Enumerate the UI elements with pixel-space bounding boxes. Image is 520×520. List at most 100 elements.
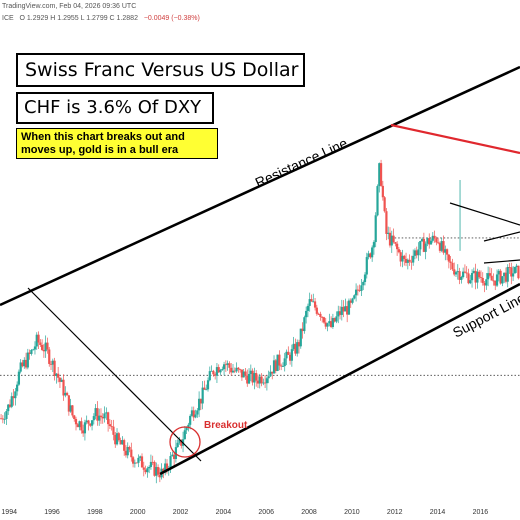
x-tick-label: 2010 — [344, 509, 360, 516]
candle-body — [315, 307, 318, 314]
candle-body — [467, 273, 470, 284]
candle-body — [313, 301, 317, 308]
candle-body — [23, 359, 26, 367]
candle-body — [205, 389, 208, 391]
candle-body — [26, 352, 29, 368]
candle-body — [422, 238, 425, 252]
candle-body — [251, 370, 254, 383]
candle-body — [280, 365, 283, 367]
candle-body — [283, 358, 286, 367]
candle-body — [363, 274, 367, 282]
candle-body — [65, 392, 69, 396]
candle-body — [199, 398, 202, 404]
candle-body — [156, 467, 160, 475]
candle-body — [98, 415, 101, 421]
candle-body — [24, 359, 28, 368]
candle-body — [62, 379, 65, 396]
candle-body — [73, 415, 76, 419]
candle-body — [41, 344, 44, 350]
candle-body — [165, 463, 169, 470]
candle-body — [383, 197, 386, 212]
candle-body — [33, 346, 37, 350]
candle-body — [278, 354, 281, 366]
candle-body — [338, 311, 342, 315]
candle-body — [301, 328, 304, 332]
lower-wedge-line-top — [483, 231, 520, 242]
candle-body — [272, 360, 276, 374]
candle-body — [276, 354, 279, 371]
candle-body — [367, 253, 370, 258]
candle-body — [347, 300, 351, 315]
candle-body — [187, 424, 190, 428]
candle-body — [369, 253, 372, 258]
candle-body — [487, 273, 490, 280]
candle-body — [46, 342, 49, 350]
candle-body — [99, 415, 103, 417]
candle-body — [362, 281, 365, 286]
candle-body — [264, 382, 267, 384]
candle-body — [435, 238, 438, 243]
candle-body — [55, 373, 58, 376]
candle-body — [0, 418, 3, 420]
candle-body — [8, 404, 12, 407]
candle-body — [180, 439, 183, 446]
candle-body — [444, 249, 447, 253]
candle-body — [105, 412, 108, 414]
trendlines — [0, 65, 520, 476]
candle-body — [256, 380, 260, 384]
candle-body — [412, 255, 415, 263]
candle-body — [285, 351, 288, 359]
candle-body — [394, 242, 397, 244]
candle-body — [133, 462, 136, 464]
candles — [0, 159, 520, 484]
candle-body — [19, 362, 22, 372]
x-tick-label: 2016 — [473, 509, 489, 516]
candle-body — [469, 280, 472, 284]
candle-body — [429, 240, 433, 245]
candle-body — [60, 379, 63, 382]
candle-body — [413, 250, 417, 256]
x-tick-label: 2014 — [430, 509, 446, 516]
candle-body — [39, 342, 42, 345]
x-tick-label: 2012 — [387, 509, 403, 516]
candle-body — [12, 396, 15, 399]
candle-body — [387, 232, 390, 234]
candle-body — [274, 360, 277, 371]
candle-body — [131, 457, 135, 464]
candle-body — [21, 362, 24, 367]
candle-body — [346, 306, 349, 315]
candle-body — [417, 249, 420, 256]
upper-wedge-line — [449, 202, 520, 226]
candle-body — [246, 375, 249, 384]
candle-body — [324, 322, 327, 327]
candle-body — [442, 241, 445, 253]
candle-body — [139, 456, 142, 458]
candle-body — [233, 370, 236, 372]
candle-body — [404, 258, 408, 263]
candle-body — [262, 382, 265, 384]
x-tick-label: 2000 — [130, 509, 146, 516]
candle-body — [107, 412, 110, 425]
red-line — [390, 123, 520, 155]
candle-body — [53, 360, 56, 376]
candle-body — [231, 370, 235, 373]
candle-body — [296, 342, 299, 354]
candle-body — [458, 271, 461, 280]
candle-body — [142, 467, 145, 470]
candle-body — [74, 418, 78, 425]
exchange-label: ICE — [2, 15, 14, 22]
candle-body — [128, 447, 131, 450]
candle-body — [451, 262, 454, 270]
candle-body — [108, 424, 111, 427]
candle-body — [90, 420, 94, 426]
source-label: TradingView.com — [2, 3, 56, 10]
candle-body — [353, 295, 356, 299]
support-line — [159, 282, 520, 476]
candle-body — [271, 371, 274, 374]
chart-subtitle: CHF is 3.6% Of DXY — [16, 92, 214, 124]
candle-body — [449, 261, 452, 263]
candle-body — [214, 374, 217, 376]
candle-body — [94, 408, 97, 417]
candle-body — [269, 371, 272, 377]
